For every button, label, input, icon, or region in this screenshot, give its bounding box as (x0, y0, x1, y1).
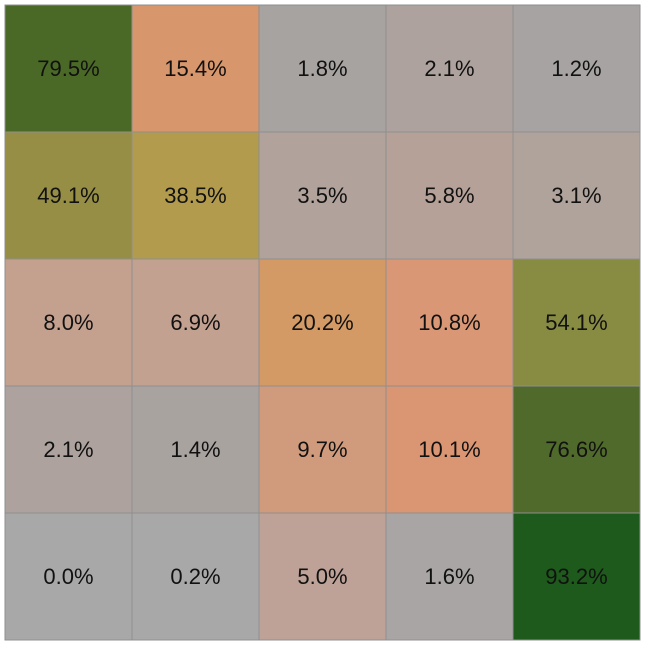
heatmap-cell-r2-c2 (131, 131, 260, 260)
heatmap-cell-r3-c2 (131, 258, 260, 387)
cell-value-label-r1-c1: 79.5% (37, 56, 99, 81)
cell-value-label-r2-c2: 38.5% (164, 183, 226, 208)
cell-value-label-r5-c1: 0.0% (43, 564, 93, 589)
heatmap-cell-r5-c2 (131, 512, 260, 641)
cell-value-label-r2-c1: 49.1% (37, 183, 99, 208)
heatmap-cell-r4-c3 (258, 385, 387, 514)
heatmap-cell-r3-c4 (385, 258, 514, 387)
cell-value-label-r3-c2: 6.9% (170, 310, 220, 335)
cell-value-label-r1-c3: 1.8% (297, 56, 347, 81)
heatmap-cell-r2-c3 (258, 131, 387, 260)
cell-value-label-r4-c2: 1.4% (170, 437, 220, 462)
heatmap-cell-r1-c4 (385, 4, 514, 133)
heatmap-cell-r3-c3 (258, 258, 387, 387)
cell-value-label-r3-c3: 20.2% (291, 310, 353, 335)
cell-value-label-r5-c2: 0.2% (170, 564, 220, 589)
cell-value-label-r1-c2: 15.4% (164, 56, 226, 81)
heatmap-cell-r1-c2 (131, 4, 260, 133)
heatmap-cell-r3-c5 (512, 258, 641, 387)
heatmap-cell-r5-c5 (512, 512, 641, 641)
cell-value-label-r1-c4: 2.1% (424, 56, 474, 81)
heatmap-cell-r1-c3 (258, 4, 387, 133)
heatmap-cell-r2-c5 (512, 131, 641, 260)
heatmap-value-labels: 79.5% 15.4% 1.8% 2.1% 1.2% 49.1% 38.5% 3.5% 5.8%… (37, 56, 607, 589)
cell-value-label-r4-c4: 10.1% (418, 437, 480, 462)
cell-value-label-r5-c3: 5.0% (297, 564, 347, 589)
heatmap-cell-r5-c3 (258, 512, 387, 641)
heatmap-cell-r1-c1 (4, 4, 133, 133)
heatmap-cell-r4-c1 (4, 385, 133, 514)
cell-value-label-r2-c4: 5.8% (424, 183, 474, 208)
heatmap-cell-r4-c4 (385, 385, 514, 514)
heatmap-cell-r5-c1 (4, 512, 133, 641)
cell-value-label-r3-c4: 10.8% (418, 310, 480, 335)
heatmap-cell-r5-c4 (385, 512, 514, 641)
cell-value-label-r2-c3: 3.5% (297, 183, 347, 208)
cell-value-label-r1-c5: 1.2% (551, 56, 601, 81)
cell-value-label-r4-c3: 9.7% (297, 437, 347, 462)
heatmap-cell-r4-c5 (512, 385, 641, 514)
cell-value-label-r2-c5: 3.1% (551, 183, 601, 208)
cell-value-label-r4-c1: 2.1% (43, 437, 93, 462)
cell-value-label-r4-c5: 76.6% (545, 437, 607, 462)
heatmap-cell-r2-c4 (385, 131, 514, 260)
cell-value-label-r5-c4: 1.6% (424, 564, 474, 589)
cell-value-label-r3-c5: 54.1% (545, 310, 607, 335)
heatmap-cells (4, 4, 641, 641)
cell-value-label-r3-c1: 8.0% (43, 310, 93, 335)
heatmap-cell-r4-c2 (131, 385, 260, 514)
cell-value-label-r5-c5: 93.2% (545, 564, 607, 589)
